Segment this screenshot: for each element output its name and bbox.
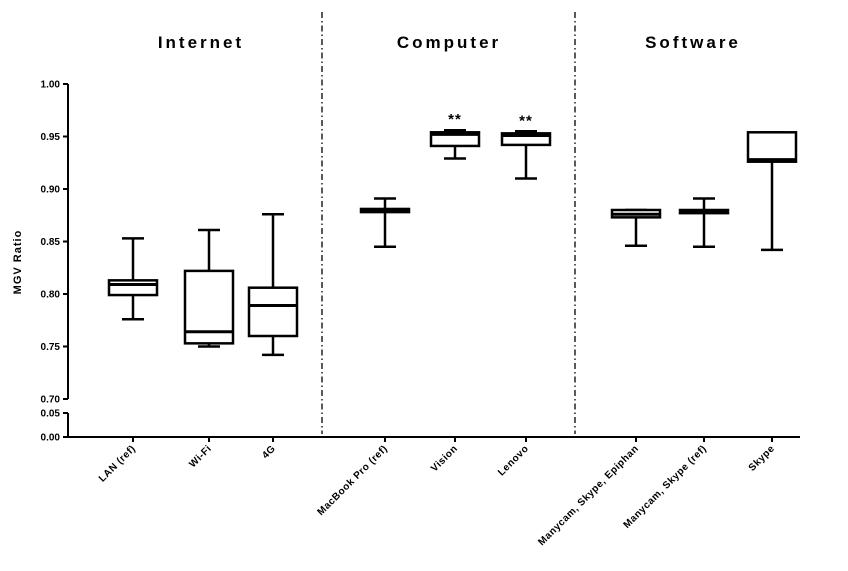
- box-7: [678, 197, 730, 248]
- y-axis-title: MGV Ratio: [12, 230, 24, 295]
- category-label-4: Vision: [429, 443, 460, 474]
- group-title-2: Software: [645, 33, 741, 52]
- significance-label: **: [519, 112, 533, 129]
- y-tick-label-main-0: 0.70: [41, 395, 61, 406]
- box-0: [107, 237, 159, 321]
- y-axis: 0.70 0.75 0.80 0.85 0.90 0.95 1.00 0.00 0.05 MGV …: [12, 80, 800, 444]
- box-1: [183, 228, 235, 348]
- box-6: [610, 208, 662, 247]
- box-3: [359, 197, 411, 248]
- category-label-2: 4G: [260, 443, 278, 461]
- y-tick-label-main-6: 1.00: [41, 80, 61, 91]
- y-tick-label-main-5: 0.95: [41, 132, 61, 143]
- box-series: ** **: [107, 111, 798, 357]
- y-tick-label-lower-0: 0.00: [41, 433, 61, 444]
- category-label-1: Wi-Fi: [187, 443, 214, 470]
- box-4: **: [429, 111, 481, 160]
- group-title-1: Computer: [397, 33, 501, 52]
- group-dividers: [321, 12, 576, 434]
- box-iqr: [107, 279, 159, 297]
- box-iqr: [247, 286, 299, 338]
- category-label-3: MacBook Pro (ref): [315, 443, 390, 518]
- category-label-5: Lenovo: [496, 443, 531, 478]
- y-tick-label-main-3: 0.85: [41, 237, 61, 248]
- category-label-8: Skype: [747, 443, 777, 473]
- significance-label: **: [448, 111, 462, 128]
- y-tick-label-main-4: 0.90: [41, 185, 61, 196]
- box-5: **: [500, 112, 552, 180]
- group-title-0: Internet: [158, 33, 244, 52]
- box-2: [247, 212, 299, 357]
- box-iqr: [746, 131, 798, 163]
- y-tick-label-lower-1: 0.05: [41, 409, 61, 420]
- y-tick-label-main-1: 0.75: [41, 342, 61, 353]
- box-8: [746, 131, 798, 252]
- category-labels: LAN (ref) Wi-Fi 4G MacBook Pro (ref) Vision L…: [97, 437, 777, 548]
- group-titles: Internet Computer Software: [158, 33, 741, 52]
- box-iqr: [500, 132, 552, 147]
- y-tick-label-main-2: 0.80: [41, 290, 61, 301]
- category-label-6: Manycam, Skype, Epiphan: [536, 443, 641, 548]
- category-label-0: LAN (ref): [97, 443, 138, 484]
